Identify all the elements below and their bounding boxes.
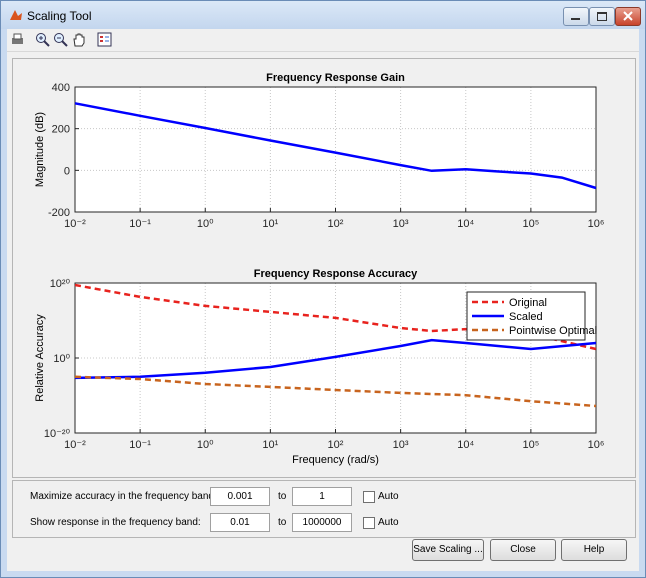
- to-label: to: [278, 491, 287, 502]
- y-axis-label: Magnitude (dB): [34, 112, 46, 187]
- client-area: 10⁻² 10⁻¹ 10⁰ 10¹ 10² 10³ 10⁴ 10⁵ 10⁶ -200 0 200 400…: [7, 29, 639, 571]
- y-axis-label: Relative Accuracy: [34, 314, 46, 402]
- axes-box: [74, 282, 597, 434]
- y-tick-label: 400: [52, 82, 70, 94]
- plots: 10⁻² 10⁻¹ 10⁰ 10¹ 10² 10³ 10⁴ 10⁵ 10⁶ -200 0 200 400…: [34, 72, 605, 466]
- legend-tool[interactable]: [97, 32, 112, 47]
- app-icon: [10, 10, 22, 20]
- from-input[interactable]: 0.001: [210, 487, 270, 506]
- print-tool[interactable]: [10, 32, 25, 47]
- band-label: Maximize accuracy in the frequency band:: [30, 491, 217, 502]
- zoom-out-tool[interactable]: [53, 32, 68, 47]
- x-tick-label: 10¹: [262, 439, 278, 451]
- chart-title: Frequency Response Accuracy: [254, 268, 418, 280]
- auto-label: Auto: [378, 491, 399, 502]
- legend-label: Scaled: [509, 311, 543, 323]
- control-panel: Maximize accuracy in the frequency band:…: [12, 480, 636, 538]
- y-tick-label: 10²⁰: [50, 278, 71, 290]
- x-axis-label: Frequency (rad/s): [292, 454, 379, 466]
- x-tick-label: 10⁵: [522, 439, 539, 451]
- x-tick-label: 10⁻¹: [129, 439, 151, 451]
- series-line: [74, 338, 597, 380]
- x-tick-label: 10⁶: [588, 218, 605, 230]
- to-input[interactable]: 1000000: [292, 513, 352, 532]
- to-input[interactable]: 1: [292, 487, 352, 506]
- save-scaling-button[interactable]: Save Scaling ...: [412, 539, 484, 561]
- to-label: to: [278, 517, 287, 528]
- minimize-button[interactable]: [563, 7, 589, 26]
- legend: Original Scaled Pointwise Optimal: [466, 291, 597, 341]
- y-tick-label: 0: [64, 165, 70, 177]
- auto-checkbox[interactable]: [363, 517, 375, 529]
- y-tick-label: 200: [52, 124, 70, 136]
- x-tick-label: 10²: [328, 439, 344, 451]
- legend-label: Original: [509, 297, 547, 309]
- close-window-button[interactable]: [615, 7, 641, 26]
- title-bar: Scaling Tool: [1, 1, 645, 29]
- auto-checkbox[interactable]: [363, 491, 375, 503]
- help-button[interactable]: Help: [561, 539, 627, 561]
- x-tick-label: 10²: [328, 218, 344, 230]
- window-title: Scaling Tool: [27, 9, 92, 23]
- x-tick-label: 10³: [393, 218, 409, 230]
- y-tick-label: 10⁻²⁰: [44, 428, 71, 440]
- x-tick-label: 10⁻¹: [129, 218, 151, 230]
- series-line: [74, 375, 597, 408]
- maximize-button[interactable]: [589, 7, 615, 26]
- y-tick-label: 10⁰: [53, 353, 70, 365]
- zoom-in-tool[interactable]: [35, 32, 50, 47]
- x-tick-label: 10³: [393, 439, 409, 451]
- pan-tool[interactable]: [71, 32, 86, 47]
- plot-panel: 10⁻² 10⁻¹ 10⁰ 10¹ 10² 10³ 10⁴ 10⁵ 10⁶ -200 0 200 400…: [12, 58, 636, 478]
- axes-background: [75, 87, 596, 212]
- series-line: [74, 102, 597, 190]
- close-button[interactable]: Close: [490, 539, 556, 561]
- legend-label: Pointwise Optimal: [509, 325, 597, 337]
- x-tick-label: 10⁴: [457, 439, 474, 451]
- x-tick-label: 10⁻²: [64, 439, 86, 451]
- auto-label: Auto: [378, 517, 399, 528]
- x-tick-label: 10⁰: [197, 439, 214, 451]
- from-input[interactable]: 0.01: [210, 513, 270, 532]
- chart-title: Frequency Response Gain: [266, 72, 405, 84]
- x-tick-label: 10⁶: [588, 439, 605, 451]
- series-line: [74, 283, 597, 351]
- y-tick-label: -200: [48, 207, 70, 219]
- toolbar: [7, 29, 639, 52]
- x-tick-label: 10¹: [262, 218, 278, 230]
- x-tick-label: 10⁵: [522, 218, 539, 230]
- band-label: Show response in the frequency band:: [30, 517, 201, 528]
- x-tick-label: 10⁰: [197, 218, 214, 230]
- x-tick-label: 10⁴: [457, 218, 474, 230]
- axes-box: [74, 86, 597, 213]
- x-tick-label: 10⁻²: [64, 218, 86, 230]
